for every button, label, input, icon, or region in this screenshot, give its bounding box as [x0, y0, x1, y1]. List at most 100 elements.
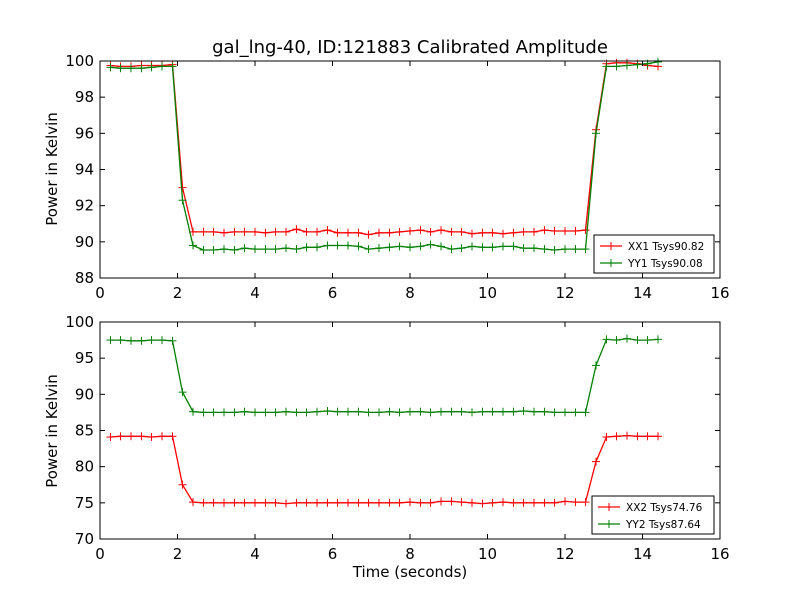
top-data-point: [313, 243, 321, 252]
bottom-data-point: [240, 407, 249, 416]
top-data-point: [178, 196, 187, 205]
bottom-data-point: [416, 407, 425, 416]
bottom-data-point: [385, 498, 394, 507]
top-data-point: [499, 242, 507, 251]
bottom-data-point: [612, 336, 621, 345]
top-data-point: [127, 64, 135, 73]
bottom-data-point: [519, 498, 528, 507]
bottom-legend-label: YY2 Tsys87.64: [625, 519, 701, 531]
bottom-legend: XX2 Tsys74.76 YY2 Tsys87.64: [591, 495, 715, 535]
bottom-data-point: [364, 498, 373, 507]
top-legend-item: YY1 Tsys90.08: [600, 258, 703, 270]
bottom-data-point: [447, 407, 456, 416]
top-data-point: [468, 229, 476, 238]
top-data-point: [158, 62, 166, 71]
bottom-data-point: [468, 408, 476, 417]
top-x-tick-label: 8: [405, 284, 415, 302]
top-data-point: [509, 228, 518, 237]
bottom-data-point: [375, 408, 383, 417]
bottom-data-point: [437, 407, 445, 416]
bottom-data-point: [158, 432, 166, 441]
top-data-point: [313, 227, 321, 236]
top-data-point: [633, 60, 642, 69]
top-series-line-2: [110, 61, 659, 251]
top-data-point: [540, 226, 549, 235]
bottom-y-tick-label: 80: [75, 458, 94, 476]
top-data-point: [344, 241, 352, 250]
bottom-data-point: [137, 432, 146, 441]
top-data-point: [571, 245, 580, 254]
bottom-x-tick-label: 14: [633, 545, 652, 563]
bottom-data-point: [530, 498, 538, 507]
chart-title: gal_lng-40, ID:121883 Calibrated Amplitu…: [212, 37, 608, 58]
x-axis-label: Time (seconds): [352, 563, 468, 581]
bottom-data-point: [540, 498, 549, 507]
bottom-data-point: [282, 499, 290, 508]
bottom-legend-item: YY2 Tsys87.64: [598, 519, 701, 531]
bottom-data-point: [251, 408, 259, 417]
top-data-point: [571, 226, 580, 235]
top-data-point: [447, 227, 456, 236]
top-y-tick-label: 100: [65, 52, 94, 70]
bottom-data-point: [426, 498, 435, 507]
bottom-data-point: [540, 407, 549, 416]
bottom-x-tick-label: 4: [250, 545, 260, 563]
top-data-point: [612, 62, 621, 71]
bottom-data-point: [209, 408, 218, 417]
bottom-data-point: [168, 336, 177, 345]
top-legend-label: YY1 Tsys90.08: [627, 258, 703, 270]
top-data-point: [220, 228, 228, 237]
bottom-x-tick-label: 12: [555, 545, 574, 563]
bottom-data-point: [509, 407, 518, 416]
top-data-point: [364, 245, 373, 254]
top-data-point: [602, 62, 611, 71]
bottom-data-point: [168, 432, 177, 441]
bottom-x-tick-label: 6: [328, 545, 338, 563]
top-data-point: [251, 227, 259, 236]
top-data-point: [240, 244, 249, 253]
bottom-data-point: [271, 498, 280, 507]
bottom-data-point: [106, 433, 115, 442]
top-data-point: [654, 57, 662, 66]
bottom-data-point: [571, 408, 580, 417]
top-x-tick-label: 6: [328, 284, 338, 302]
top-data-point: [416, 226, 425, 235]
top-data-point: [561, 226, 569, 235]
top-panel: gal_lng-40, ID:121883 Calibrated Amplitu…: [43, 37, 730, 302]
top-data-point: [189, 241, 197, 250]
top-data-point: [499, 229, 507, 238]
top-data-point: [168, 62, 177, 71]
bottom-data-point: [623, 431, 631, 440]
bottom-panel: Power in Kelvin Time (seconds) 0 2 4 6 8 10 12…: [43, 313, 730, 581]
top-data-point: [478, 243, 487, 252]
top-y-tick-label: 96: [75, 124, 94, 142]
top-data-point: [302, 227, 311, 236]
top-data-point: [540, 245, 549, 254]
bottom-x-tick-label: 8: [405, 545, 415, 563]
bottom-data-point: [354, 498, 363, 507]
bottom-data-point: [302, 498, 311, 507]
top-data-point: [395, 227, 404, 236]
bottom-legend-label: XX2 Tsys74.76: [626, 502, 703, 514]
bottom-data-point: [178, 388, 187, 397]
bottom-y-tick-label: 85: [75, 422, 94, 440]
top-data-point: [364, 230, 373, 239]
bottom-y-axis-label: Power in Kelvin: [43, 374, 61, 488]
bottom-data-point: [519, 406, 528, 415]
bottom-data-point: [230, 498, 239, 507]
bottom-data-point: [457, 498, 466, 507]
top-y-tick-label: 88: [75, 269, 94, 287]
top-data-point: [116, 64, 125, 73]
bottom-data-point: [654, 335, 662, 344]
bottom-data-point: [189, 498, 197, 507]
top-data-point: [292, 225, 301, 234]
bottom-data-point: [509, 498, 518, 507]
top-data-point: [302, 243, 311, 252]
bottom-data-point: [478, 499, 487, 508]
top-data-point: [406, 226, 414, 235]
bottom-data-point: [354, 407, 363, 416]
bottom-data-point: [592, 361, 600, 370]
top-data-point: [261, 245, 270, 254]
bottom-data-point: [220, 408, 228, 417]
